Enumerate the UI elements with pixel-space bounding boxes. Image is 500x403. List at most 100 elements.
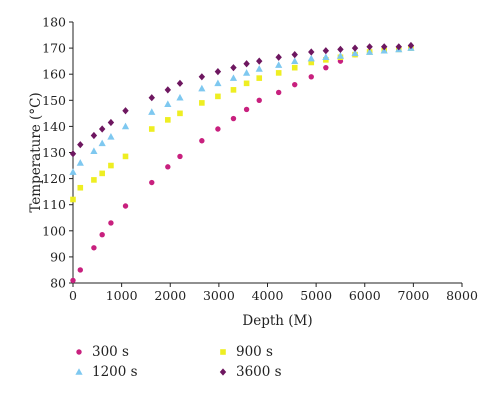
legend-marker: [76, 349, 82, 355]
data-point: [308, 48, 315, 56]
data-point: [242, 69, 251, 76]
y-tick-label: 130: [42, 145, 66, 160]
y-axis-title: Temperature (°C): [28, 92, 44, 212]
legend: 300 s 900 s 1200 s 3600 s: [75, 344, 282, 380]
series-layer: [69, 41, 415, 284]
data-point: [292, 81, 298, 88]
data-point: [98, 139, 106, 147]
data-point: [395, 43, 402, 51]
y-tick-label: 160: [42, 67, 66, 82]
data-point: [164, 86, 172, 94]
data-point: [336, 52, 345, 59]
data-point: [177, 110, 183, 117]
legend-label: 300 s: [92, 344, 129, 360]
y-ticks: 80 90 100 110 120 130 140 150 160 170 180: [42, 15, 73, 291]
data-point: [69, 150, 77, 158]
data-point: [91, 177, 97, 183]
y-tick-label: 120: [42, 171, 66, 186]
x-tick-label: 3000: [203, 288, 235, 303]
data-point: [407, 41, 415, 50]
x-tick-label: 6000: [349, 288, 381, 303]
legend-label: 1200 s: [92, 364, 138, 380]
data-point: [165, 164, 171, 170]
data-point: [149, 179, 155, 186]
x-tick-label: 0: [69, 288, 77, 303]
data-point: [351, 44, 359, 52]
y-tick-label: 180: [42, 15, 66, 30]
data-point: [214, 79, 222, 87]
data-point: [214, 67, 222, 76]
data-point: [351, 49, 359, 57]
data-point: [148, 126, 155, 132]
data-point: [255, 65, 263, 72]
data-point: [230, 87, 237, 93]
legend-item: 1200 s: [75, 364, 138, 380]
series-300s: [70, 44, 414, 284]
x-axis-title: Depth (M): [242, 313, 312, 329]
x-tick-label: 7000: [397, 288, 429, 303]
data-point: [108, 162, 114, 169]
x-ticks: 0 1000 2000 3000 4000 5000 6000 7000 8000: [69, 283, 478, 303]
data-point: [164, 100, 172, 108]
axes: [72, 22, 462, 284]
data-point: [176, 79, 184, 87]
y-tick-label: 100: [42, 223, 66, 238]
data-point: [243, 80, 250, 87]
data-point: [122, 153, 129, 160]
data-point: [148, 108, 156, 115]
x-tick-label: 5000: [300, 288, 332, 303]
data-point: [275, 61, 283, 68]
series-3600s: [69, 41, 415, 158]
data-point: [198, 73, 206, 81]
data-point: [90, 131, 98, 140]
data-point: [256, 75, 263, 81]
data-point: [148, 94, 155, 102]
data-point: [322, 53, 330, 61]
data-point: [366, 48, 374, 55]
legend-marker: [75, 368, 83, 375]
data-point: [229, 74, 238, 81]
data-point: [323, 64, 329, 71]
x-tick-label: 1000: [106, 288, 138, 303]
data-point: [275, 89, 282, 96]
data-point: [199, 100, 205, 106]
data-point: [91, 245, 97, 251]
data-point: [98, 125, 106, 133]
data-point: [256, 97, 262, 104]
legend-item: 3600 s: [219, 364, 282, 380]
data-point: [230, 115, 237, 122]
data-point: [275, 53, 282, 61]
y-tick-label: 90: [50, 249, 66, 264]
data-point: [307, 54, 315, 62]
y-tick-label: 110: [42, 197, 66, 212]
data-point: [77, 267, 83, 273]
data-point: [291, 51, 298, 59]
data-point: [122, 203, 129, 209]
data-point: [381, 43, 388, 51]
data-point: [107, 118, 115, 127]
series-900s: [70, 45, 414, 203]
data-point: [198, 84, 206, 92]
data-point: [230, 64, 237, 72]
legend-label: 3600 s: [236, 364, 282, 380]
data-point: [70, 277, 76, 284]
data-point: [176, 93, 184, 101]
legend-marker: [219, 368, 227, 376]
series-1200s: [69, 44, 415, 175]
data-point: [76, 159, 84, 166]
data-point: [215, 126, 221, 132]
data-point: [366, 43, 373, 51]
legend-label: 900 s: [236, 344, 273, 360]
data-point: [308, 74, 314, 80]
data-point: [256, 57, 263, 65]
data-point: [199, 138, 205, 144]
x-tick-label: 8000: [446, 288, 478, 303]
data-point: [70, 196, 76, 203]
data-point: [243, 106, 250, 113]
data-point: [215, 93, 221, 100]
data-point: [69, 168, 77, 175]
data-point: [99, 232, 105, 238]
y-tick-label: 140: [42, 119, 66, 134]
data-point: [291, 57, 299, 64]
data-point: [121, 122, 130, 130]
